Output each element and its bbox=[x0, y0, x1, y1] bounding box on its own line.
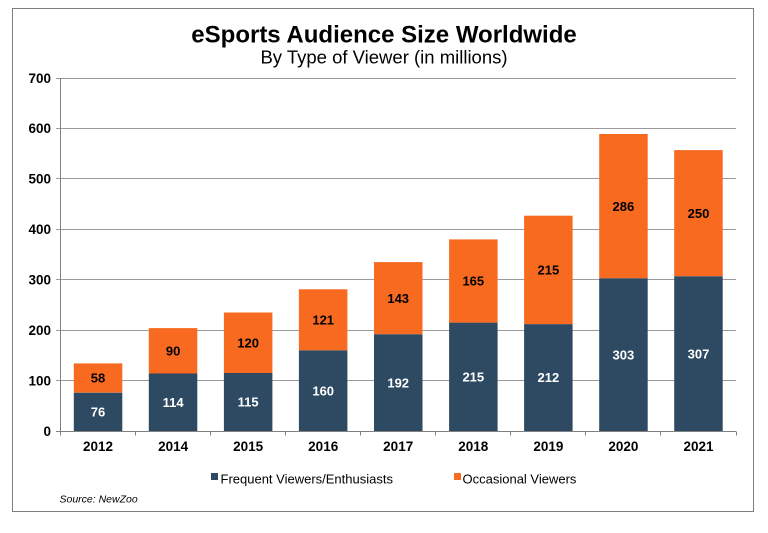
svg-text:165: 165 bbox=[462, 274, 484, 289]
svg-text:121: 121 bbox=[312, 313, 334, 328]
svg-text:2018: 2018 bbox=[458, 439, 489, 454]
svg-text:Source: NewZoo: Source: NewZoo bbox=[60, 494, 138, 506]
svg-text:2019: 2019 bbox=[533, 439, 563, 454]
svg-text:76: 76 bbox=[91, 405, 105, 420]
svg-text:100: 100 bbox=[28, 373, 51, 388]
svg-text:192: 192 bbox=[387, 375, 409, 390]
svg-text:eSports Audience Size Worldwid: eSports Audience Size Worldwide bbox=[191, 22, 576, 49]
svg-text:286: 286 bbox=[613, 199, 635, 214]
svg-text:307: 307 bbox=[688, 346, 710, 361]
svg-text:2021: 2021 bbox=[683, 439, 714, 454]
svg-text:2016: 2016 bbox=[308, 439, 339, 454]
svg-text:120: 120 bbox=[237, 335, 259, 350]
svg-text:250: 250 bbox=[688, 206, 710, 221]
svg-text:212: 212 bbox=[538, 370, 560, 385]
svg-text:58: 58 bbox=[91, 371, 105, 386]
svg-text:2014: 2014 bbox=[158, 439, 189, 454]
svg-text:Occasional Viewers: Occasional Viewers bbox=[463, 472, 577, 487]
svg-text:114: 114 bbox=[163, 395, 185, 410]
svg-text:215: 215 bbox=[462, 370, 484, 385]
svg-text:2012: 2012 bbox=[83, 439, 113, 454]
svg-text:200: 200 bbox=[28, 323, 51, 338]
svg-text:500: 500 bbox=[28, 172, 51, 187]
svg-text:160: 160 bbox=[312, 383, 334, 398]
svg-text:143: 143 bbox=[387, 291, 409, 306]
svg-text:0: 0 bbox=[43, 424, 51, 439]
svg-text:115: 115 bbox=[238, 395, 259, 410]
svg-text:215: 215 bbox=[538, 263, 560, 278]
svg-text:303: 303 bbox=[613, 347, 635, 362]
svg-text:700: 700 bbox=[28, 71, 51, 86]
svg-text:By Type of Viewer (in millions: By Type of Viewer (in millions) bbox=[260, 47, 507, 68]
svg-text:2015: 2015 bbox=[233, 439, 264, 454]
svg-text:400: 400 bbox=[28, 222, 51, 237]
svg-text:Frequent Viewers/Enthusiasts: Frequent Viewers/Enthusiasts bbox=[221, 472, 394, 487]
svg-text:300: 300 bbox=[28, 273, 51, 288]
svg-text:2017: 2017 bbox=[383, 439, 413, 454]
svg-text:600: 600 bbox=[28, 121, 51, 136]
svg-text:2020: 2020 bbox=[608, 439, 638, 454]
svg-text:90: 90 bbox=[166, 344, 180, 359]
